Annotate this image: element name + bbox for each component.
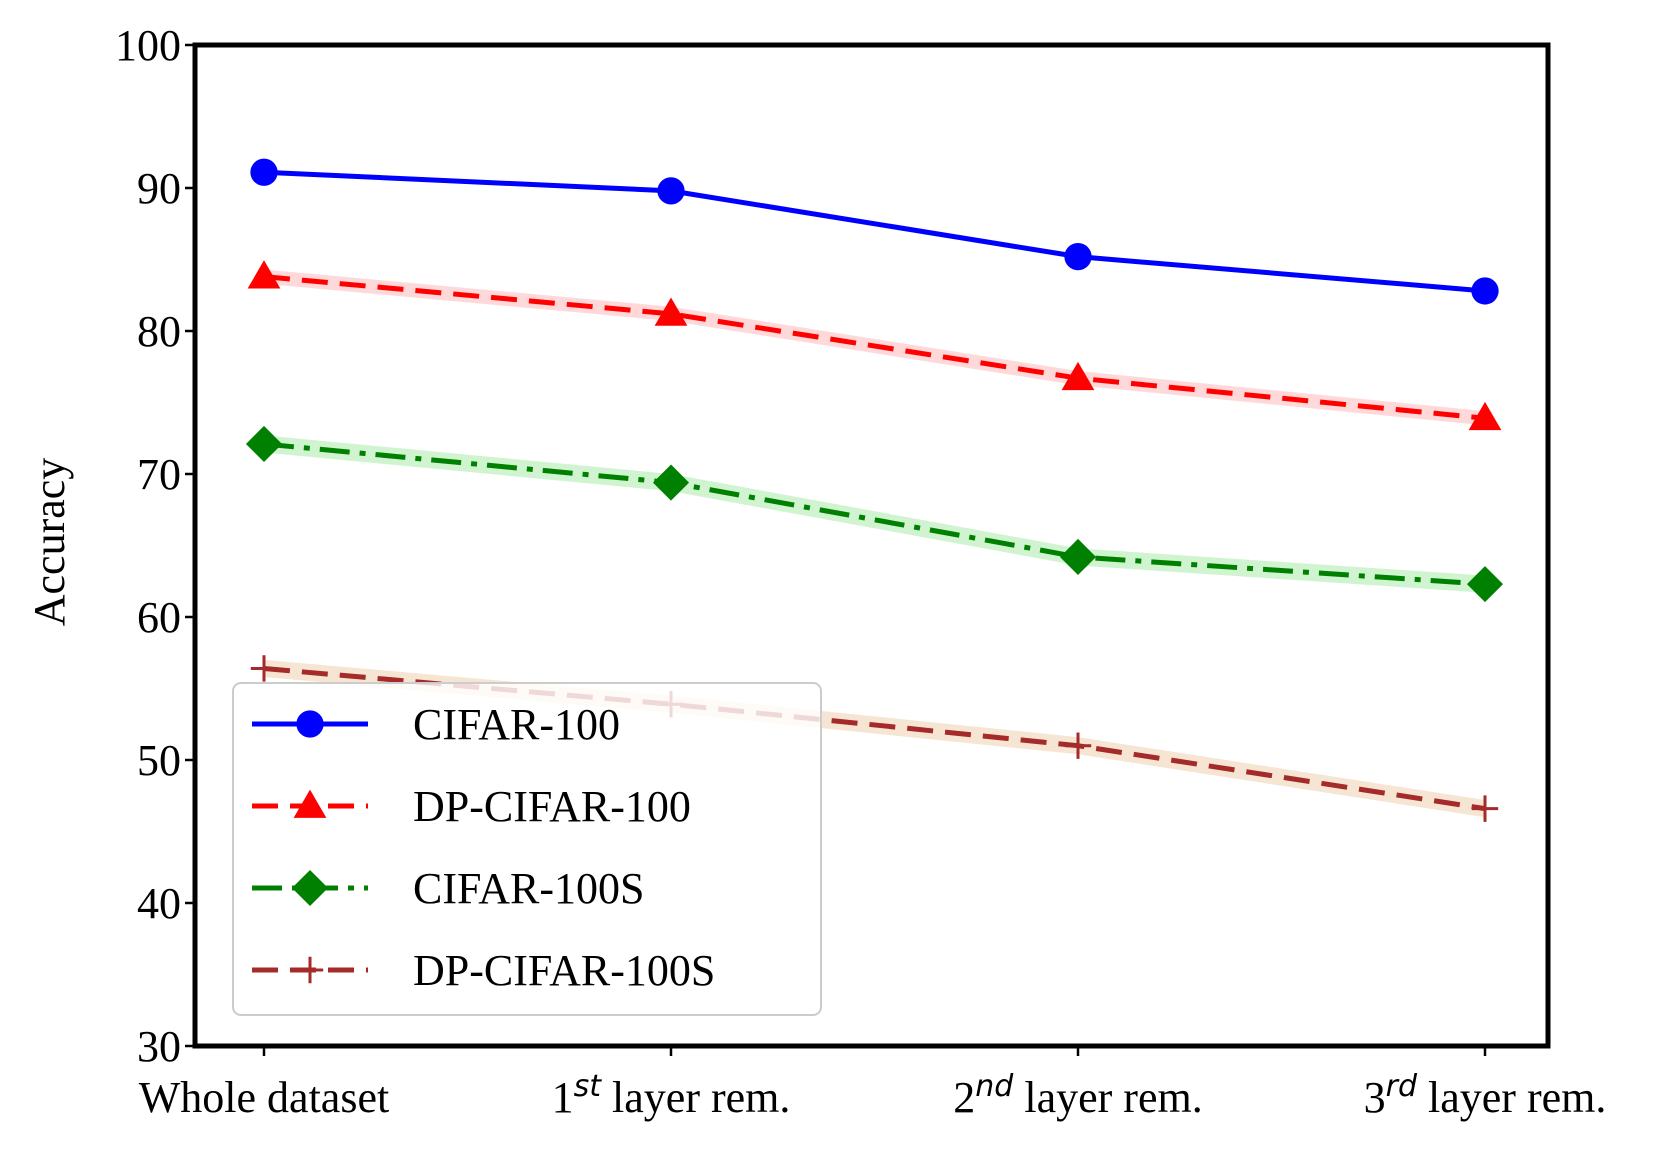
cifar-100s-point xyxy=(1059,538,1097,575)
y-tick-label: 60 xyxy=(137,593,181,642)
plot-frame xyxy=(192,42,1551,1049)
y-tick-label: 100 xyxy=(115,21,181,70)
dp-cifar-100-point xyxy=(1468,401,1502,431)
y-tick-label: 40 xyxy=(137,879,181,928)
y-tick-label: 30 xyxy=(137,1022,181,1071)
cifar-100s-point xyxy=(245,425,283,463)
x-tick-label: 3rd layer rem. xyxy=(1364,1069,1607,1122)
y-tick-label: 70 xyxy=(137,450,181,499)
cifar-100-point xyxy=(657,177,685,205)
x-tick-label: 2nd layer rem. xyxy=(953,1069,1202,1122)
legend-cifar-100-marker xyxy=(296,710,324,738)
legend-box xyxy=(232,682,822,1016)
axes: 30 40 50 60 70 80 90 100 Whole dataset 1st layer … xyxy=(115,21,1606,1122)
dp-cifar-100s-point xyxy=(1064,732,1092,759)
dp-cifar-100-point xyxy=(1061,361,1095,391)
legend-cifar-100s-label: CIFAR-100S xyxy=(413,864,644,913)
legend-dp-cifar-100s-label: DP-CIFAR-100S xyxy=(413,946,715,995)
dp-cifar-100s-point xyxy=(250,655,278,682)
dp-cifar-100s-point xyxy=(1471,795,1499,822)
cifar-100-point xyxy=(250,158,278,186)
cifar-100s-point xyxy=(1466,566,1504,603)
legend-dp-cifar-100-marker xyxy=(293,789,327,818)
dp-cifar-100-line xyxy=(263,274,1486,421)
y-tick-label: 50 xyxy=(137,736,181,785)
dp-cifar-100-point xyxy=(654,297,688,326)
dp-cifar-100-point xyxy=(247,260,281,289)
legend-cifar-100-label: CIFAR-100 xyxy=(413,700,620,749)
cifar-100s-line xyxy=(263,441,1486,587)
legend-cifar-100s-marker xyxy=(291,869,329,907)
legend-dp-cifar-100-label: DP-CIFAR-100 xyxy=(413,782,691,831)
cifar-100s-point xyxy=(652,464,690,501)
legend-dp-cifar-100s-marker xyxy=(296,956,324,984)
cifar-100-point xyxy=(1064,243,1092,271)
legend: CIFAR-100 DP-CIFAR-100 CIFAR-100S DP-CIFAR-… xyxy=(232,682,822,1016)
cifar-100-point xyxy=(1471,277,1499,305)
x-tick-label: Whole dataset xyxy=(139,1073,389,1122)
y-tick-label: 90 xyxy=(137,164,181,213)
y-axis-title: Accuracy xyxy=(25,458,74,627)
y-tick-label: 80 xyxy=(137,307,181,356)
x-tick-label: 1st layer rem. xyxy=(552,1069,791,1122)
cifar-100-line xyxy=(263,169,1486,294)
